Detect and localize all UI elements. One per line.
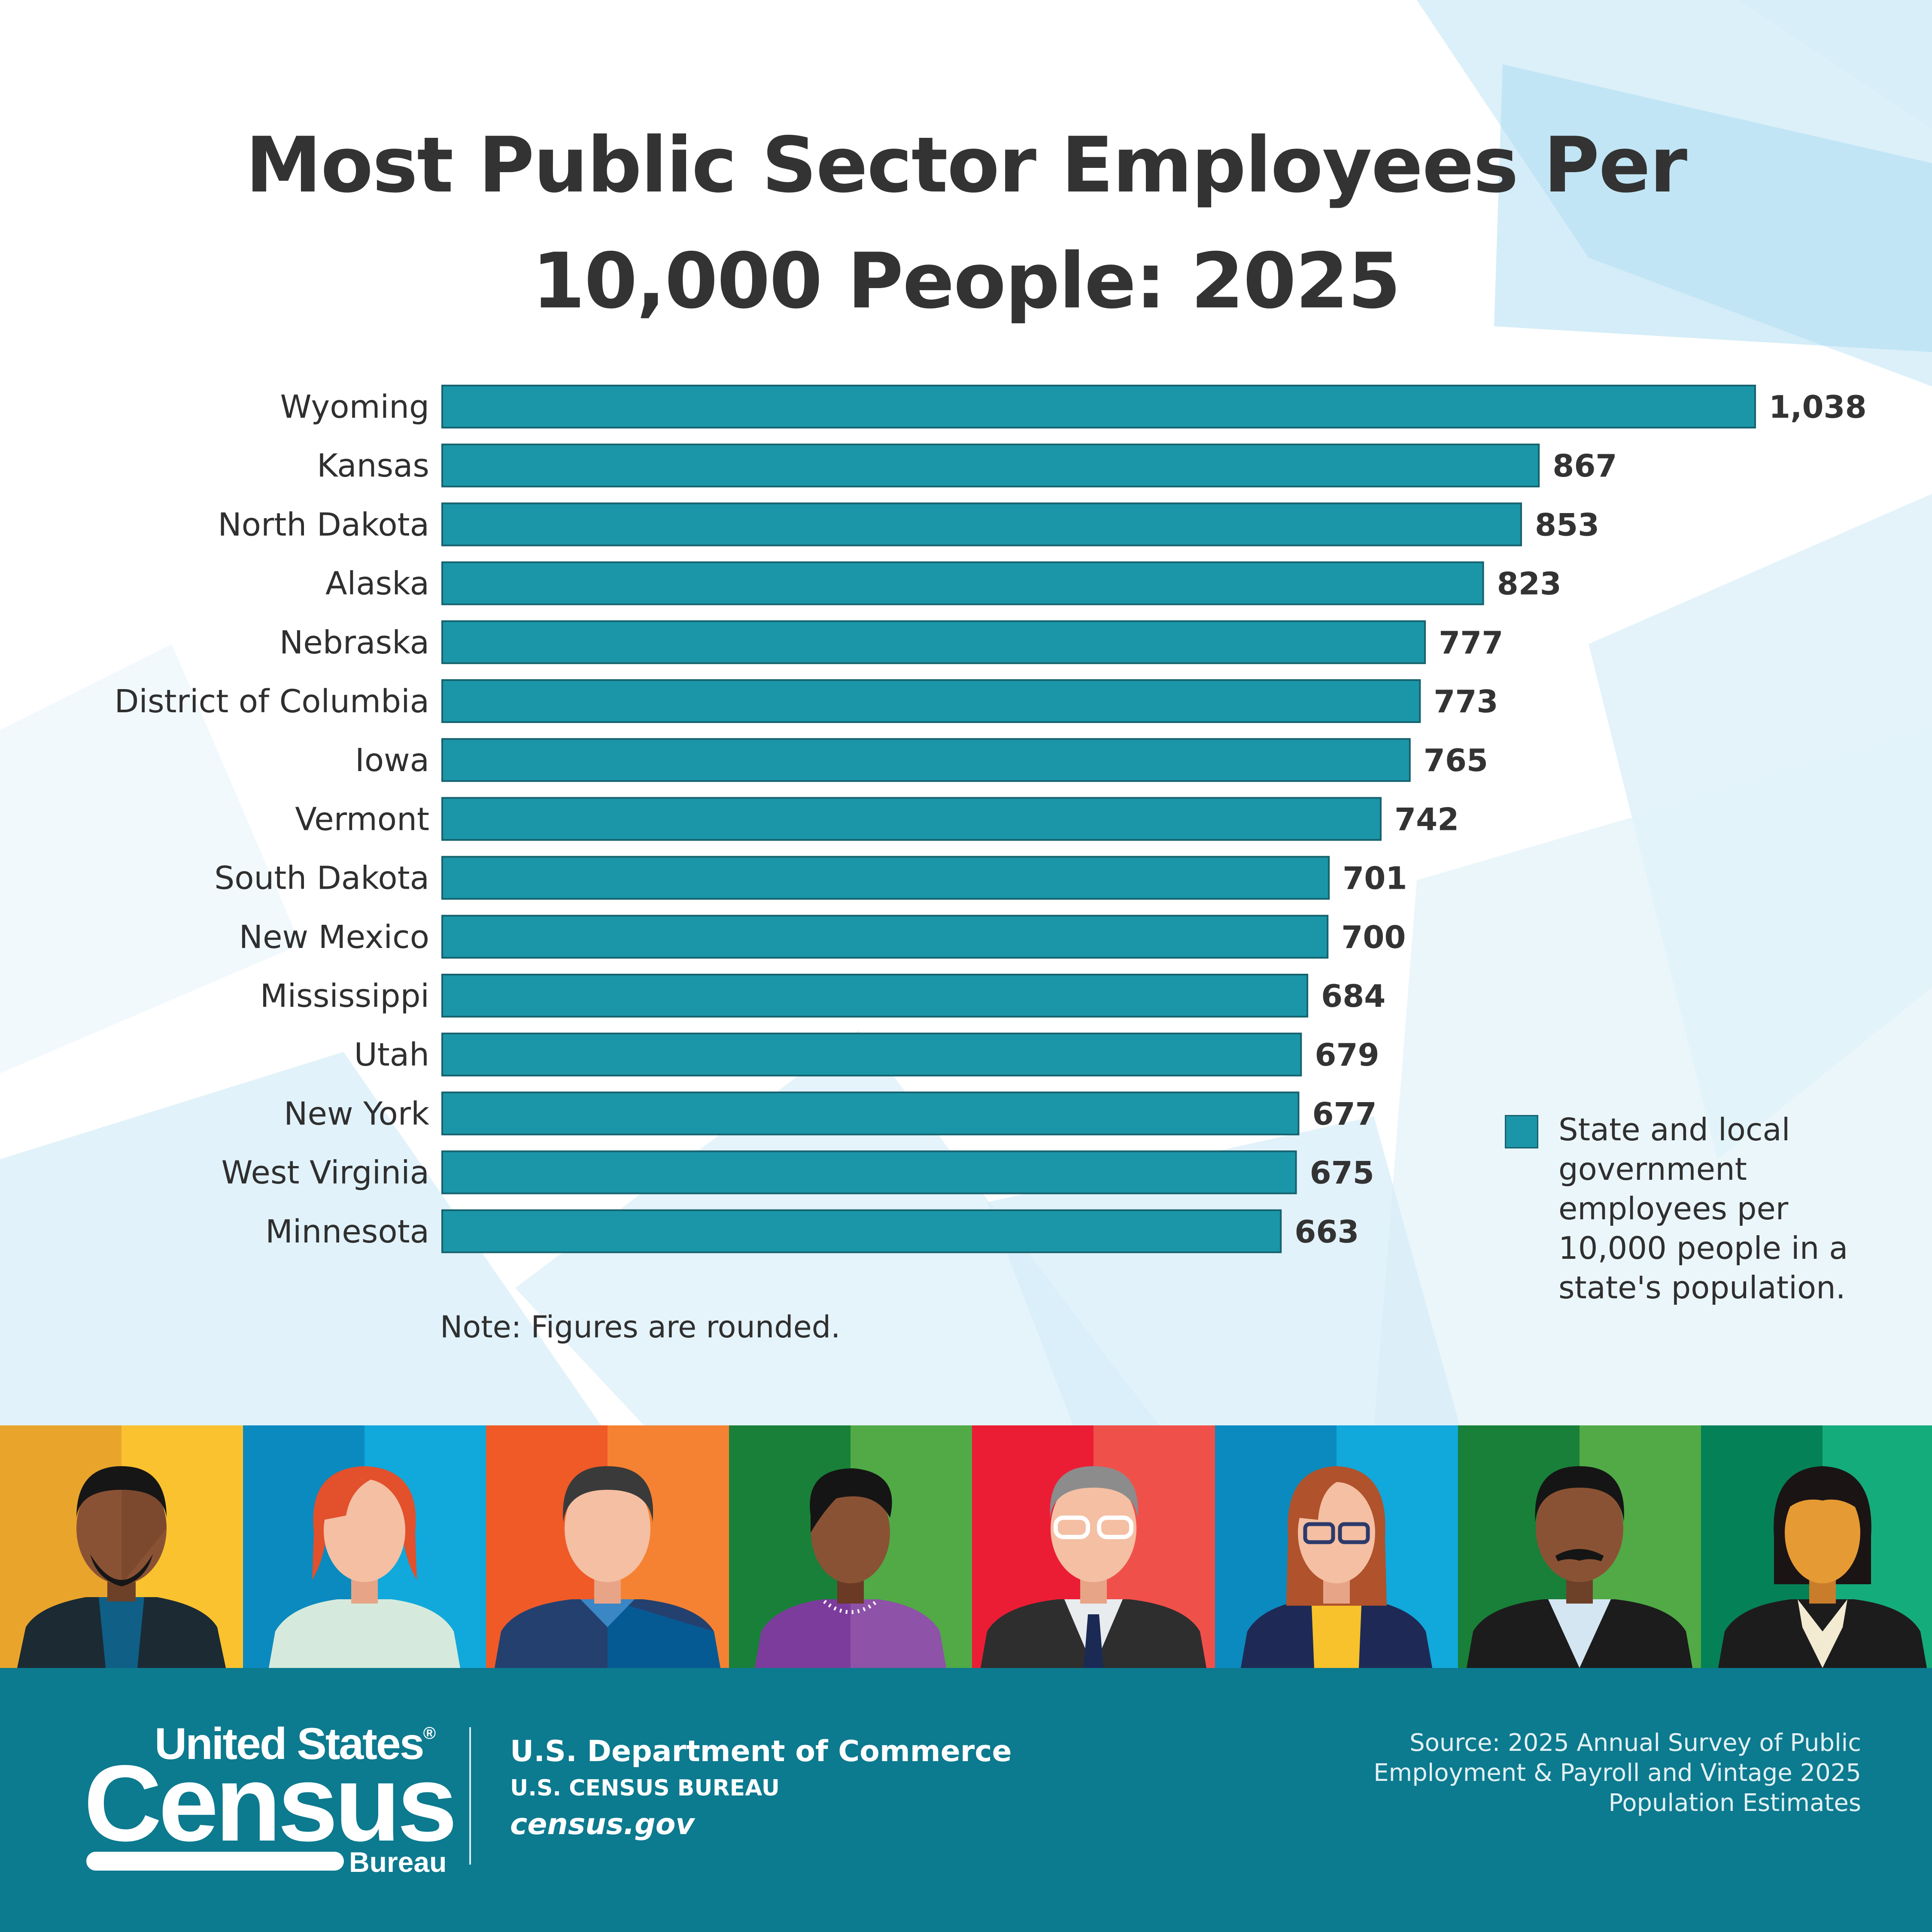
census-logo[interactable]: United States® Census Bureau <box>84 1719 457 1878</box>
category-label: West Virginia <box>222 1154 429 1191</box>
bar <box>441 561 1484 605</box>
woman-red-hair-icon <box>243 1425 486 1668</box>
category-label: Minnesota <box>265 1213 429 1250</box>
bar <box>441 620 1426 664</box>
woman-glasses-icon <box>1215 1425 1458 1668</box>
category-label: South Dakota <box>214 860 429 897</box>
bar <box>441 1091 1300 1136</box>
footer-divider <box>469 1727 471 1865</box>
bar <box>441 502 1522 547</box>
logo-united-states: United States® <box>155 1719 436 1769</box>
legend-line: State and local <box>1558 1112 1790 1148</box>
bar <box>441 974 1309 1018</box>
source-line: Population Estimates <box>1608 1789 1861 1817</box>
value-label: 1,038 <box>1769 389 1867 425</box>
legend-line: state's population. <box>1558 1270 1846 1306</box>
value-label: 675 <box>1310 1155 1374 1191</box>
value-label: 867 <box>1552 448 1617 484</box>
value-label: 701 <box>1343 860 1407 896</box>
legend-label: State and local government employees per… <box>1558 1110 1885 1307</box>
registered-mark: ® <box>423 1724 436 1743</box>
category-label: Utah <box>354 1036 429 1073</box>
department-name: U.S. Department of Commerce <box>510 1735 1012 1768</box>
logo-census: Census <box>84 1743 457 1864</box>
source-line: Employment & Payroll and Vintage 2025 <box>1373 1759 1861 1787</box>
value-label: 742 <box>1394 801 1459 837</box>
bar <box>441 914 1329 959</box>
people-strip <box>0 1425 1932 1668</box>
category-label: Alaska <box>325 565 429 602</box>
value-label: 853 <box>1535 507 1599 543</box>
woman-dark-hair-icon <box>1701 1425 1932 1668</box>
footnote: Note: Figures are rounded. <box>440 1309 841 1345</box>
bar <box>441 444 1540 488</box>
category-label: Nebraska <box>279 624 429 661</box>
value-label: 700 <box>1341 919 1406 955</box>
category-label: Wyoming <box>280 389 429 425</box>
category-label: Kansas <box>317 447 429 484</box>
category-label: Iowa <box>355 742 429 779</box>
value-label: 777 <box>1439 625 1503 661</box>
legend-line: employees per <box>1558 1191 1789 1227</box>
chart-title: Most Public Sector Employees Per 10,000 … <box>0 107 1932 339</box>
category-label: New York <box>284 1095 429 1132</box>
man-glasses-suit-icon <box>972 1425 1215 1668</box>
bar <box>441 797 1382 841</box>
value-label: 773 <box>1434 683 1498 720</box>
bar <box>441 738 1411 782</box>
woman-purple-icon <box>729 1425 972 1668</box>
category-label: Vermont <box>295 801 429 838</box>
man-blue-shirt-icon <box>486 1425 729 1668</box>
value-label: 677 <box>1312 1096 1376 1132</box>
value-label: 823 <box>1497 566 1561 602</box>
bar <box>441 1209 1282 1253</box>
category-label: District of Columbia <box>114 683 429 720</box>
bar <box>441 856 1330 900</box>
value-label: 679 <box>1315 1037 1379 1073</box>
logo-underline <box>86 1852 344 1871</box>
category-label: New Mexico <box>239 919 429 956</box>
value-label: 663 <box>1294 1214 1359 1250</box>
category-label: Mississippi <box>260 978 429 1015</box>
value-label: 765 <box>1424 742 1488 778</box>
source-line: Source: 2025 Annual Survey of Public <box>1410 1729 1861 1757</box>
legend-swatch <box>1505 1115 1538 1148</box>
category-label: North Dakota <box>218 506 429 543</box>
bar <box>441 1150 1297 1194</box>
value-label: 684 <box>1321 978 1385 1014</box>
bar <box>441 1033 1302 1077</box>
bar <box>441 385 1756 428</box>
footer: United States® Census Bureau U.S. Depart… <box>0 1668 1932 1932</box>
legend-line: government <box>1558 1151 1747 1187</box>
bureau-name: U.S. CENSUS BUREAU <box>510 1775 780 1801</box>
website-link[interactable]: census.gov <box>510 1807 695 1841</box>
department-block: U.S. Department of Commerce U.S. CENSUS … <box>510 1732 1012 1844</box>
man-beard-icon <box>0 1425 243 1668</box>
man-mustache-icon <box>1458 1425 1701 1668</box>
bar-chart: Wyoming 1,038 Kansas 867 North Dakota 853 Alas… <box>114 385 1867 1253</box>
title-line-1: Most Public Sector Employees Per <box>245 121 1687 210</box>
source-note: Source: 2025 Annual Survey of Public Emp… <box>1373 1728 1861 1818</box>
bar <box>441 679 1421 723</box>
logo-bureau: Bureau <box>349 1846 447 1878</box>
title-line-2: 10,000 People: 2025 <box>532 237 1401 325</box>
legend-line: 10,000 people in a <box>1558 1230 1848 1266</box>
